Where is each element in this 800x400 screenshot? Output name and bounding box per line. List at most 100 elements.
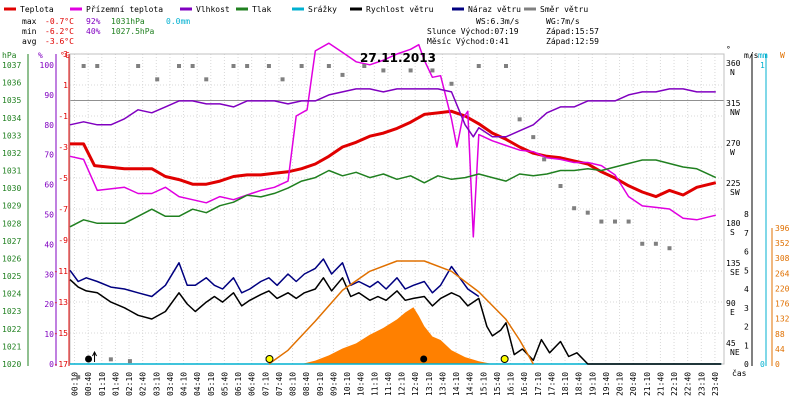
wind-direction-point-12: [326, 64, 331, 68]
tick-rain-0: 0: [760, 360, 765, 369]
x-tick-6: 03:10: [152, 372, 161, 396]
wind-direction-point-7: [231, 64, 236, 68]
tick-pressure-5: 1025: [2, 272, 21, 281]
x-tick-7: 03:40: [166, 372, 175, 396]
tick-direction-label-3: SW: [730, 188, 740, 197]
legend-label-4: Srážky: [308, 5, 337, 14]
legend-label-0: Teplota: [20, 5, 54, 14]
markers-layer: [85, 350, 509, 363]
stat-min-hum: 40%: [86, 27, 101, 36]
x-tick-4: 02:10: [125, 372, 134, 396]
chart-legend: Teplota Přízemní teplota Vlhkost Tlak Srážky…: [4, 5, 588, 14]
x-tick-26: 13:10: [425, 372, 434, 396]
axis-unit-humidity: %: [38, 51, 43, 60]
stat-max-rain: 0.0mm: [166, 17, 190, 26]
x-tick-41: 20:40: [629, 372, 638, 396]
tick-temperature-5: -7: [58, 205, 68, 214]
x-tick-10: 05:10: [207, 372, 216, 396]
tick-pressure-17: 1037: [2, 61, 21, 70]
x-tick-31: 15:40: [493, 372, 502, 396]
series-line-5: [69, 277, 722, 365]
tick-pressure-15: 1035: [2, 96, 21, 105]
x-tick-2: 01:10: [98, 372, 107, 396]
wind-direction-point-35: [127, 359, 132, 364]
legend-label-1: Přízemní teplota: [86, 5, 163, 14]
wind-direction-point-1: [95, 64, 100, 68]
wind-direction-point-32: [667, 246, 672, 251]
stat-max-temp: -0.7°C: [45, 17, 74, 26]
x-tick-28: 14:10: [452, 372, 461, 396]
tick-pressure-3: 1023: [2, 307, 21, 316]
tick-humidity-5: 50: [44, 211, 54, 220]
x-tick-23: 11:40: [384, 372, 393, 396]
tick-solar-0: 0: [775, 360, 780, 369]
axis-unit-temperature: °C: [60, 51, 70, 60]
tick-wind-2: 2: [744, 323, 749, 332]
tick-temperature-8: -13: [54, 298, 69, 307]
tick-direction-value-7: 45: [726, 339, 736, 348]
tick-direction-label-2: W: [730, 148, 735, 157]
x-tick-3: 01:40: [111, 372, 120, 396]
wind-direction-point-29: [626, 219, 631, 224]
x-tick-12: 06:10: [234, 372, 243, 396]
moon-marker-2: [420, 355, 428, 363]
tick-pressure-16: 1036: [2, 79, 21, 88]
axis-unit-direction: °: [726, 45, 731, 54]
tick-solar-4: 176: [775, 300, 790, 309]
sun-marker-3: [500, 355, 509, 363]
sun-marker-1: [265, 355, 274, 363]
tick-temperature-2: -1: [58, 112, 68, 121]
x-tick-16: 08:10: [289, 372, 298, 396]
wind-direction-point-24: [558, 184, 563, 188]
tick-temperature-7: -11: [54, 267, 69, 276]
x-tick-27: 13:40: [438, 372, 447, 396]
tick-direction-value-2: 270: [726, 139, 741, 148]
x-tick-46: 23:10: [697, 372, 706, 396]
x-tick-20: 10:10: [343, 372, 352, 396]
tick-wind-4: 4: [744, 285, 749, 294]
x-tick-25: 12:40: [411, 372, 420, 396]
tick-humidity-1: 10: [44, 330, 54, 339]
tick-temperature-10: -17: [54, 360, 69, 369]
tick-humidity-6: 60: [44, 181, 54, 190]
wind-direction-point-21: [517, 117, 522, 122]
stat-avg-label: avg: [22, 37, 37, 46]
moonrise-arrow-head: [92, 350, 97, 357]
wind-direction-point-4: [177, 64, 181, 68]
tick-temperature-4: -5: [58, 174, 68, 183]
x-tick-24: 12:10: [398, 372, 407, 396]
info-ws: WS:6.3m/s: [476, 17, 520, 26]
wind-direction-point-31: [653, 241, 658, 246]
tick-solar-5: 220: [775, 284, 790, 293]
x-tick-34: 17:10: [534, 372, 543, 396]
tick-direction-value-6: 90: [726, 299, 736, 308]
stats-block: max -0.7°C 92% 1031hPa 0.0mm min -6.2°C …: [22, 17, 190, 46]
tick-solar-7: 308: [775, 254, 790, 263]
x-tick-37: 18:40: [575, 372, 584, 396]
x-tick-11: 05:40: [220, 372, 229, 396]
x-axis-label: čas: [732, 368, 747, 378]
radiation-fill: [301, 307, 493, 364]
wind-direction-point-14: [362, 64, 367, 68]
tick-solar-8: 352: [775, 239, 790, 248]
tick-wind-8: 8: [744, 210, 749, 219]
wind-direction-point-10: [280, 77, 285, 82]
x-tick-13: 06:40: [248, 372, 257, 396]
tick-pressure-9: 1029: [2, 202, 21, 211]
series-line-3: [69, 159, 717, 228]
tick-solar-9: 396: [775, 224, 790, 233]
x-tick-14: 07:10: [261, 372, 270, 396]
x-tick-30: 15:10: [479, 372, 488, 396]
tick-wind-6: 6: [744, 248, 749, 257]
legend-label-5: Rychlost větru: [366, 5, 434, 14]
wind-direction-point-20: [504, 64, 508, 68]
tick-humidity-9: 90: [44, 91, 54, 100]
tick-humidity-0: 0: [49, 360, 54, 369]
wind-direction-point-17: [430, 68, 435, 73]
stat-min-temp: -6.2°C: [45, 27, 74, 36]
tick-pressure-2: 1022: [2, 325, 21, 334]
series-layer: [69, 42, 722, 380]
tick-direction-label-1: NW: [730, 108, 740, 117]
tick-temperature-6: -9: [58, 236, 68, 245]
